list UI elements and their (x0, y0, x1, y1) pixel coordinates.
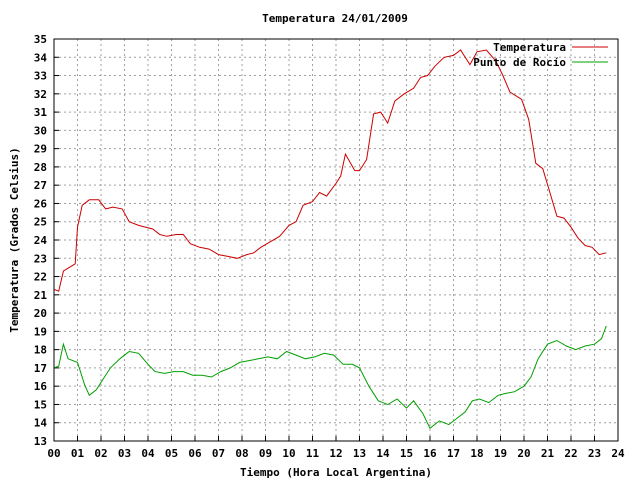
y-tick-label: 27 (34, 179, 47, 192)
y-tick-label: 30 (34, 124, 47, 137)
x-tick-label: 18 (470, 447, 483, 460)
chart-title: Temperatura 24/01/2009 (262, 12, 408, 25)
y-tick-label: 20 (34, 307, 47, 320)
y-tick-label: 31 (34, 106, 48, 119)
legend: Temperatura Punto de Rocío (473, 41, 608, 69)
y-tick-label: 13 (34, 435, 47, 448)
x-tick-label: 20 (517, 447, 530, 460)
y-tick-label: 17 (34, 362, 47, 375)
y-tick-label: 28 (34, 161, 47, 174)
y-tick-label: 26 (34, 197, 48, 210)
series-lines (53, 49, 607, 429)
y-tick-label: 35 (34, 33, 47, 46)
x-tick-label: 01 (71, 447, 85, 460)
x-tick-label: 14 (376, 447, 390, 460)
x-tick-label: 08 (235, 447, 248, 460)
x-axis-title: Tiempo (Hora Local Argentina) (240, 466, 432, 479)
series-line-punto-de-rocio (53, 325, 607, 429)
y-tick-label: 22 (34, 271, 47, 284)
x-tick-label: 10 (282, 447, 295, 460)
series-line-temperatura (53, 49, 607, 292)
x-tick-label: 17 (447, 447, 460, 460)
y-tick-label: 33 (34, 70, 47, 83)
x-tick-label: 21 (541, 447, 555, 460)
x-tick-label: 23 (588, 447, 601, 460)
x-tick-label: 05 (165, 447, 178, 460)
y-tick-label: 14 (34, 417, 48, 430)
y-tick-label: 23 (34, 252, 47, 265)
legend-label-temperatura: Temperatura (493, 41, 566, 54)
x-tick-label: 16 (423, 447, 437, 460)
grid (53, 38, 619, 442)
x-tick-label: 19 (494, 447, 507, 460)
y-tick-labels: 13 14 15 16 17 18 19 20 21 22 23 24 25 26 27 28 29 30 31 32… (34, 33, 48, 448)
y-tick-label: 16 (34, 380, 48, 393)
legend-label-punto-de-rocio: Punto de Rocío (473, 56, 566, 69)
x-tick-label: 15 (400, 447, 413, 460)
y-tick-label: 32 (34, 88, 47, 101)
x-tick-labels: 00 01 02 03 04 05 06 07 08 09 10 11 12 13 14 15 16 17 18 19… (47, 447, 625, 460)
x-tick-label: 22 (564, 447, 577, 460)
y-tick-label: 15 (34, 398, 47, 411)
x-tick-label: 24 (611, 447, 625, 460)
y-axis-title: Temperatura (Grados Celsius) (8, 147, 21, 332)
x-tick-label: 02 (94, 447, 107, 460)
x-tick-label: 04 (141, 447, 155, 460)
y-tick-label: 25 (34, 216, 47, 229)
x-tick-label: 12 (329, 447, 342, 460)
x-tick-label: 03 (118, 447, 131, 460)
y-tick-label: 29 (34, 143, 47, 156)
x-tick-label: 00 (47, 447, 60, 460)
y-tick-label: 18 (34, 344, 47, 357)
y-tick-label: 19 (34, 325, 47, 338)
x-tick-label: 06 (188, 447, 202, 460)
y-tick-label: 21 (34, 289, 48, 302)
y-tick-label: 24 (34, 234, 48, 247)
x-tick-label: 13 (353, 447, 366, 460)
plot-frame (53, 38, 619, 442)
x-tick-label: 07 (212, 447, 225, 460)
y-tick-label: 34 (34, 51, 48, 64)
x-tick-label: 11 (306, 447, 320, 460)
x-tick-label: 09 (259, 447, 272, 460)
